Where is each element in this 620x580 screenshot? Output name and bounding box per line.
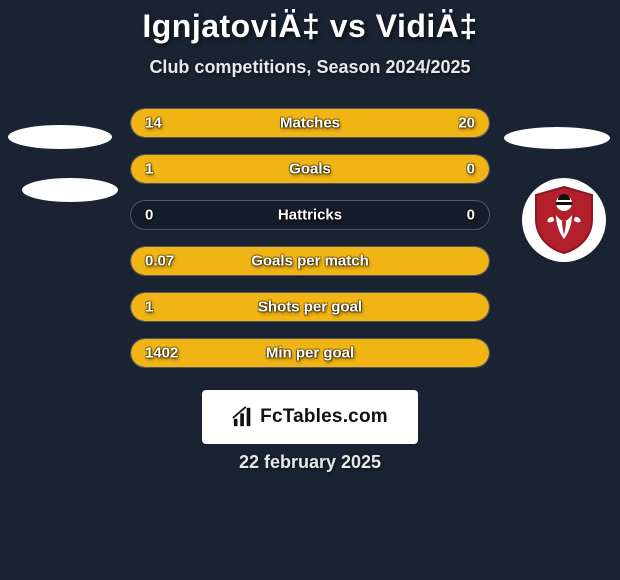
stat-value-right: 0 (467, 207, 475, 224)
stat-value-right: 0 (467, 161, 475, 178)
player-b-club-badge (522, 178, 606, 262)
stat-row: 14 20 Matches (130, 108, 490, 138)
stat-label: Shots per goal (258, 299, 362, 316)
date-label: 22 february 2025 (239, 452, 381, 473)
stats-list: 14 20 Matches 1 0 Goals 0 0 Hattricks 0.07 Goals p… (130, 108, 490, 368)
stat-label: Min per goal (266, 345, 354, 362)
stat-label: Goals per match (251, 253, 369, 270)
stat-label: Matches (280, 115, 340, 132)
stat-row: 1 Shots per goal (130, 292, 490, 322)
stat-row: 0 0 Hattricks (130, 200, 490, 230)
stat-row: 0.07 Goals per match (130, 246, 490, 276)
stat-value-left: 1 (145, 299, 153, 316)
fctables-label: FcTables.com (260, 406, 388, 428)
chart-icon (232, 406, 254, 428)
stat-value-left: 1402 (145, 345, 178, 362)
stat-value-left: 1 (145, 161, 153, 178)
subtitle: Club competitions, Season 2024/2025 (0, 57, 620, 78)
stat-label: Hattricks (278, 207, 342, 224)
stat-value-left: 0.07 (145, 253, 174, 270)
player-b-placeholder (504, 127, 610, 149)
player-a-club-placeholder (22, 178, 118, 202)
stat-value-right: 20 (458, 115, 475, 132)
stat-value-left: 0 (145, 207, 153, 224)
page-title: IgnjatoviÄ‡ vs VidiÄ‡ (0, 8, 620, 45)
stat-row: 1402 Min per goal (130, 338, 490, 368)
stat-label: Goals (289, 161, 331, 178)
player-a-placeholder (8, 125, 112, 149)
stat-row: 1 0 Goals (130, 154, 490, 184)
stat-value-left: 14 (145, 115, 162, 132)
fctables-badge[interactable]: FcTables.com (202, 390, 418, 444)
shield-icon (532, 185, 596, 255)
